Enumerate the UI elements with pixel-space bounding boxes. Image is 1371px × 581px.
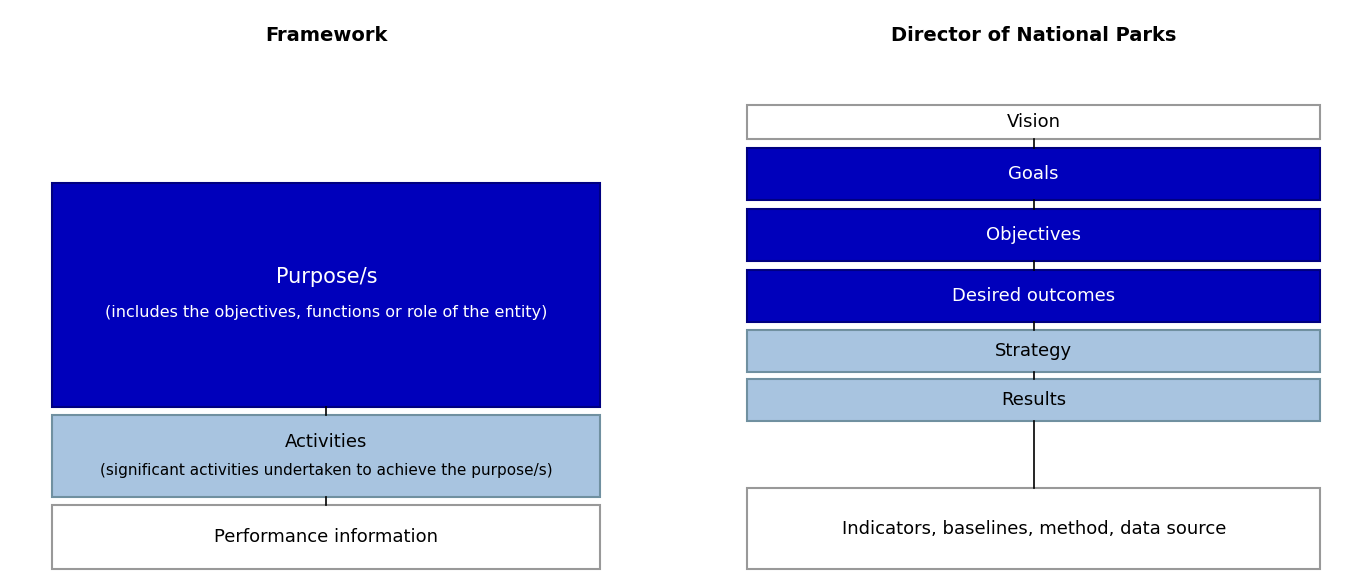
Bar (747, 488, 1320, 569)
Text: Framework: Framework (265, 26, 388, 45)
Bar (747, 148, 1320, 200)
Text: Goals: Goals (1009, 166, 1058, 183)
Text: Results: Results (1001, 392, 1067, 409)
Bar (52, 183, 600, 407)
Bar (747, 209, 1320, 261)
Bar (52, 415, 600, 497)
Text: Purpose/s: Purpose/s (276, 267, 377, 288)
Text: Activities: Activities (285, 433, 367, 450)
Text: Strategy: Strategy (995, 342, 1072, 360)
Text: (includes the objectives, functions or role of the entity): (includes the objectives, functions or r… (106, 305, 547, 320)
Bar (747, 379, 1320, 421)
Text: Objectives: Objectives (986, 227, 1082, 244)
Bar (747, 330, 1320, 372)
Text: Indicators, baselines, method, data source: Indicators, baselines, method, data sour… (842, 520, 1226, 537)
Bar (747, 270, 1320, 322)
Text: Desired outcomes: Desired outcomes (953, 288, 1115, 305)
Text: Director of National Parks: Director of National Parks (891, 26, 1176, 45)
Bar (52, 505, 600, 569)
Text: (significant activities undertaken to achieve the purpose/s): (significant activities undertaken to ac… (100, 463, 553, 478)
Text: Vision: Vision (1006, 113, 1061, 131)
Text: Performance information: Performance information (214, 529, 439, 546)
Bar (747, 105, 1320, 139)
